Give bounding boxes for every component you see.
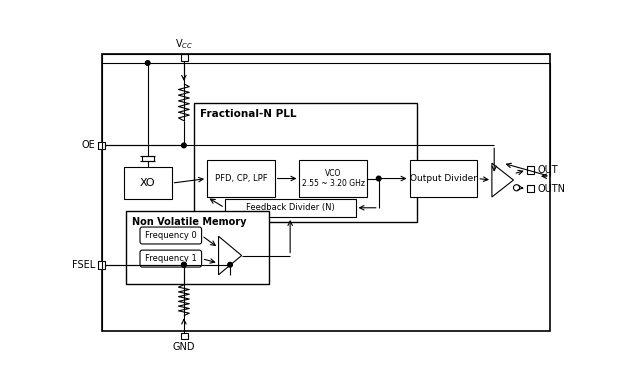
Circle shape — [145, 61, 150, 65]
Bar — [98, 261, 105, 269]
Bar — [181, 333, 187, 339]
Bar — [142, 156, 154, 161]
Bar — [207, 160, 275, 197]
Text: V$_{CC}$: V$_{CC}$ — [175, 37, 193, 51]
Bar — [126, 211, 268, 284]
Text: OUT: OUT — [537, 165, 558, 175]
FancyBboxPatch shape — [140, 250, 202, 267]
Bar — [194, 103, 417, 222]
Circle shape — [376, 176, 381, 181]
Text: Feedback Divider (N): Feedback Divider (N) — [246, 203, 335, 212]
Text: PFD, CP, LPF: PFD, CP, LPF — [214, 174, 267, 183]
Circle shape — [182, 262, 186, 267]
Text: OE: OE — [82, 141, 95, 151]
Bar — [409, 160, 477, 197]
Text: Non Volatile Memory: Non Volatile Memory — [132, 217, 247, 227]
Circle shape — [228, 262, 233, 267]
Bar — [299, 160, 367, 197]
Text: GND: GND — [172, 342, 195, 352]
Circle shape — [514, 185, 520, 191]
Bar — [224, 199, 356, 217]
Text: Frequency 1: Frequency 1 — [145, 254, 197, 263]
Circle shape — [182, 262, 186, 267]
Text: VCO
2.55 ~ 3.20 GHz: VCO 2.55 ~ 3.20 GHz — [302, 169, 365, 188]
Text: XO: XO — [140, 178, 155, 188]
Polygon shape — [492, 163, 514, 197]
Circle shape — [182, 143, 186, 148]
Text: OUTN: OUTN — [537, 184, 566, 194]
FancyBboxPatch shape — [140, 227, 202, 244]
Bar — [181, 54, 187, 61]
Bar — [527, 166, 534, 174]
Bar — [124, 167, 172, 199]
Polygon shape — [219, 236, 241, 275]
Text: Fractional-N PLL: Fractional-N PLL — [200, 109, 297, 119]
Bar — [527, 185, 534, 192]
Bar — [98, 142, 105, 149]
Text: Output Divider: Output Divider — [410, 174, 477, 183]
Text: FSEL: FSEL — [72, 260, 95, 270]
Text: Frequency 0: Frequency 0 — [145, 231, 197, 240]
